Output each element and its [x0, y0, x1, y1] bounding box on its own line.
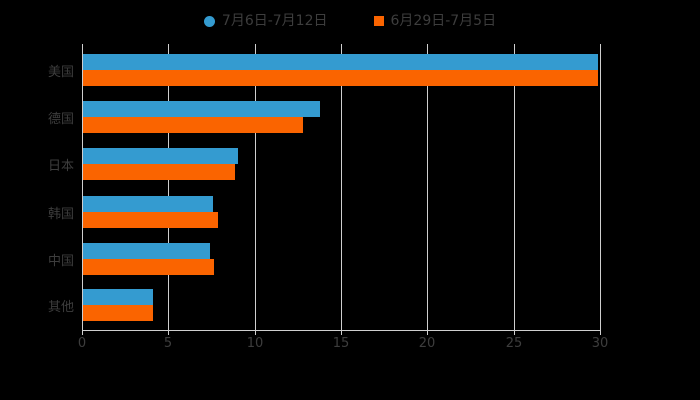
bar-series2-category2[interactable]: [83, 164, 235, 180]
x-axis-label-4: 20: [418, 336, 436, 351]
x-axis-label-2: 10: [246, 336, 264, 351]
gridline-20: [427, 44, 428, 330]
x-tick-5: [168, 330, 169, 335]
y-axis-label-3: 韩国: [47, 207, 74, 222]
y-axis-label-2: 日本: [47, 159, 74, 174]
y-axis-label-4: 中国: [47, 254, 74, 269]
y-axis-label-5: 其他: [47, 300, 74, 315]
x-tick-10: [255, 330, 256, 335]
gridline-5: [168, 44, 169, 330]
gridline-10: [255, 44, 256, 330]
legend-entry-series-1[interactable]: 7月6日-7月12日: [203, 13, 328, 29]
bar-series2-category3[interactable]: [83, 212, 218, 228]
x-tick-15: [341, 330, 342, 335]
y-axis-label-1: 德国: [47, 112, 74, 127]
y-axis-label-0: 美国: [47, 65, 74, 80]
x-axis-label-0: 0: [77, 336, 87, 351]
gridline-25: [514, 44, 515, 330]
legend-entry-series-2[interactable]: 6月29日-7月5日: [373, 13, 497, 29]
bar-series1-category3[interactable]: [83, 196, 213, 212]
bar-series1-category0[interactable]: [83, 54, 598, 70]
x-axis-label-3: 15: [332, 336, 350, 351]
x-axis-label-1: 5: [163, 336, 173, 351]
x-axis-label-5: 25: [505, 336, 523, 351]
bar-series2-category5[interactable]: [83, 305, 153, 321]
gridline-30: [600, 44, 601, 330]
legend-circle-marker-icon: [203, 15, 215, 27]
chart-legend: 7月6日-7月12日 6月29日-7月5日: [0, 8, 700, 34]
x-tick-25: [514, 330, 515, 335]
bar-series1-category1[interactable]: [83, 101, 320, 117]
bar-series1-category5[interactable]: [83, 289, 153, 305]
plot-area: [82, 44, 601, 330]
y-axis-line: [82, 44, 83, 330]
legend-label-series-2: 6月29日-7月5日: [390, 13, 497, 29]
bar-series2-category0[interactable]: [83, 70, 598, 86]
gridline-15: [341, 44, 342, 330]
bar-series1-category2[interactable]: [83, 148, 239, 164]
legend-square-marker-icon: [373, 16, 384, 26]
x-tick-20: [427, 330, 428, 335]
legend-label-series-1: 7月6日-7月12日: [221, 13, 328, 29]
bar-series1-category4[interactable]: [83, 243, 210, 259]
x-tick-0: [82, 330, 83, 335]
x-tick-30: [600, 330, 601, 335]
bar-series2-category4[interactable]: [83, 259, 215, 275]
bar-series2-category1[interactable]: [83, 117, 304, 133]
x-axis-label-6: 30: [591, 336, 609, 351]
